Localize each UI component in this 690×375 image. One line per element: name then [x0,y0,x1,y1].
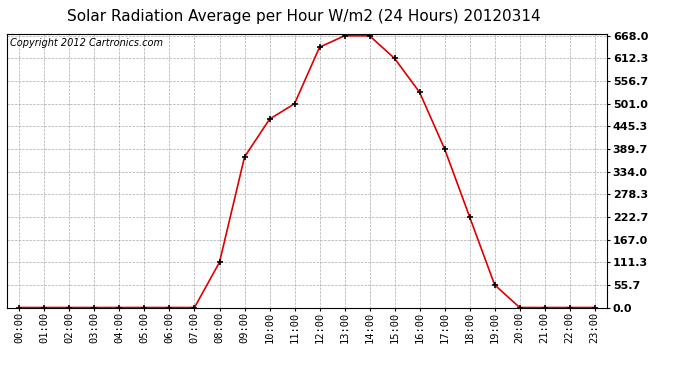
Text: Copyright 2012 Cartronics.com: Copyright 2012 Cartronics.com [10,38,163,48]
Text: Solar Radiation Average per Hour W/m2 (24 Hours) 20120314: Solar Radiation Average per Hour W/m2 (2… [67,9,540,24]
